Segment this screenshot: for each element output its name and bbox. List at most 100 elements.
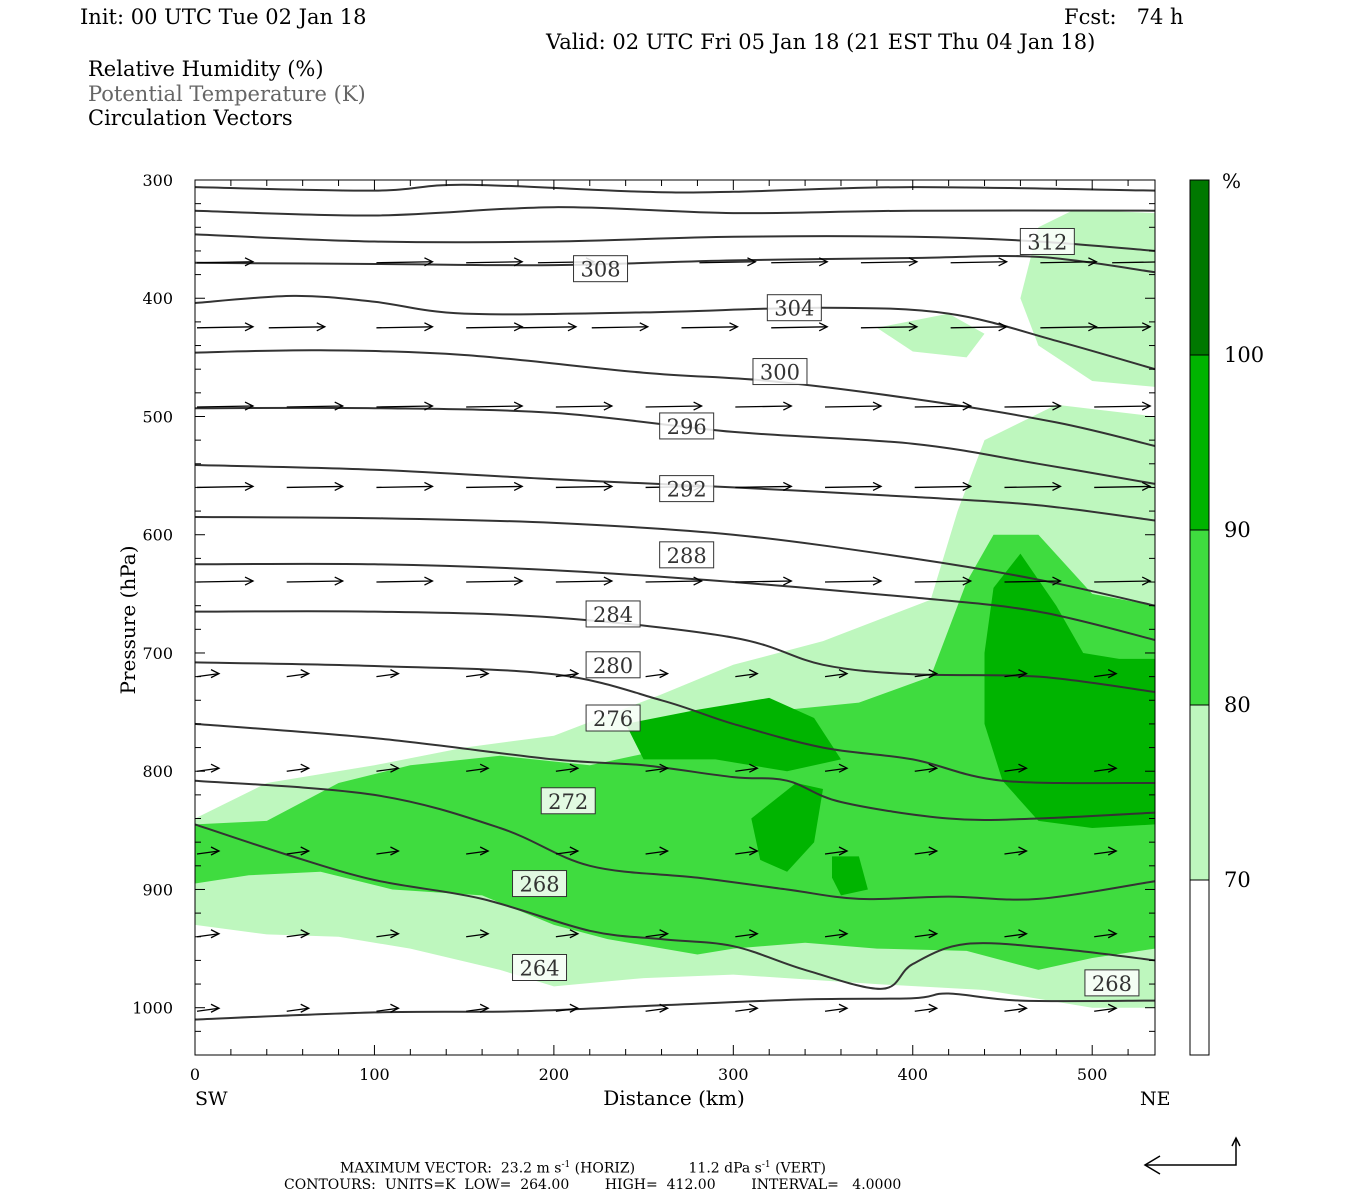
theta-contour-label: 304 <box>766 294 822 322</box>
circulation-vector <box>645 669 670 679</box>
circulation-vector <box>681 322 739 332</box>
circulation-vector <box>286 669 311 679</box>
circulation-vector <box>286 763 311 773</box>
circulation-vector <box>1004 401 1062 411</box>
circulation-vector <box>1094 929 1118 939</box>
theta-contour-label: 276 <box>585 704 641 732</box>
theta-contour-8 <box>195 516 1155 607</box>
theta-contour-label: 284 <box>585 600 641 628</box>
colorbar-level-label: 100 <box>1224 343 1264 367</box>
circulation-vector <box>825 481 883 492</box>
circulation-vector <box>286 846 311 856</box>
theta-contour-label: 308 <box>573 255 629 283</box>
theta-contour-label: 288 <box>659 541 715 569</box>
theta-contour-14 <box>195 823 1155 990</box>
x-tick-label: 400 <box>897 1065 928 1084</box>
circulation-vector <box>286 576 345 586</box>
circulation-vector <box>1004 481 1062 492</box>
x-tick-label: 100 <box>359 1065 390 1084</box>
circulation-vector <box>860 257 919 267</box>
theta-contour-label: 312 <box>1019 227 1075 255</box>
init-time: Init: 00 UTC Tue 02 Jan 18 <box>80 5 367 29</box>
circulation-vector <box>376 846 400 856</box>
theta-contour-3 <box>195 254 1155 274</box>
circulation-vector <box>914 929 939 939</box>
circulation-vector <box>286 401 345 411</box>
circulation-vector <box>645 1003 670 1013</box>
forecast-hour: Fcst: 74 h <box>1064 5 1184 29</box>
x-right-end-label: NE <box>1140 1088 1171 1110</box>
circulation-vector <box>519 322 578 332</box>
colorbar-band <box>1190 530 1209 705</box>
theta-contour-label-text: 276 <box>593 707 633 731</box>
circulation-vector <box>1004 763 1028 773</box>
circulation-vector <box>286 929 311 939</box>
theta-contour-13 <box>195 779 1155 901</box>
circulation-vector <box>268 322 327 332</box>
circulation-vector <box>914 1003 939 1013</box>
circulation-vector <box>466 322 524 332</box>
circulation-vector <box>1004 846 1028 856</box>
circulation-vector <box>735 1003 759 1013</box>
y-axis-title: Pressure (hPa) <box>116 546 140 695</box>
circulation-vector <box>824 1003 849 1013</box>
theta-contour-1 <box>195 206 1155 217</box>
contours-label: CONTOURS: <box>284 1177 376 1193</box>
circulation-vector <box>824 763 849 773</box>
circulation-vector <box>645 576 704 586</box>
contour-high-label: HIGH= <box>604 1177 658 1193</box>
max-vector-footer: MAXIMUM VECTOR: 23.2 m s-1 (HORIZ) 11.2 … <box>340 1157 826 1177</box>
circulation-vector <box>771 322 829 332</box>
contour-interval-label: INTERVAL= <box>751 1177 839 1193</box>
theta-contour-2 <box>195 233 1155 252</box>
theta-contour-5 <box>195 349 1155 447</box>
x-tick-label: 500 <box>1077 1065 1108 1084</box>
circulation-vector <box>376 576 434 586</box>
legend-potential-temperature: Potential Temperature (K) <box>88 82 366 106</box>
circulation-vector <box>286 1003 311 1013</box>
circulation-vector <box>860 322 919 332</box>
circulation-vector <box>555 669 580 679</box>
circulation-vector <box>196 846 221 856</box>
theta-contour-label: 300 <box>752 358 808 386</box>
circulation-vector <box>824 669 849 679</box>
contour-units: UNITS=K <box>384 1177 456 1193</box>
theta-contour-4 <box>195 294 1155 371</box>
y-tick-label: 800 <box>142 762 173 781</box>
circulation-vector <box>914 576 973 586</box>
y-tick-label: 1000 <box>132 999 173 1018</box>
circulation-vector <box>914 763 939 773</box>
circulation-vector <box>466 1003 490 1013</box>
x-axis-title: Distance (km) <box>603 1086 745 1110</box>
colorbar-level-label: 70 <box>1224 868 1251 892</box>
circulation-vector <box>555 929 580 939</box>
circulation-vector <box>735 763 759 773</box>
theta-contour-label-text: 264 <box>519 957 559 981</box>
circulation-vector <box>950 322 1009 332</box>
circulation-vector <box>645 929 670 939</box>
circulation-vector <box>376 669 400 679</box>
circulation-vector <box>196 1003 221 1013</box>
circulation-vector <box>645 846 670 856</box>
theta-contour-0 <box>195 183 1155 194</box>
contour-interval-value: 4.0000 <box>852 1177 902 1193</box>
rh-fill-layer <box>195 209 1155 1008</box>
contour-footer: CONTOURS: UNITS=K LOW= 264.00 HIGH= 412.… <box>284 1177 901 1193</box>
theta-contour-15 <box>195 992 1155 1021</box>
theta-contour-label-text: 288 <box>667 544 707 568</box>
theta-contour-label-text: 292 <box>667 478 707 502</box>
circulation-vector <box>196 257 255 267</box>
theta-contour-9 <box>195 562 1155 641</box>
circulation-vector <box>735 481 793 492</box>
circulation-vector <box>1094 322 1152 332</box>
circulation-vector <box>950 257 1009 267</box>
y-tick-label: 900 <box>142 880 173 899</box>
circulation-vector <box>466 669 490 679</box>
circulation-vector-layer <box>196 257 1155 1013</box>
theta-contour-label-text: 272 <box>548 790 588 814</box>
theta-contour-label-text: 268 <box>519 873 559 897</box>
circulation-vector <box>376 322 434 332</box>
theta-contour-label-text: 300 <box>760 361 800 385</box>
x-tick-label: 300 <box>718 1065 749 1084</box>
colorbar-level-label: 90 <box>1224 518 1251 542</box>
